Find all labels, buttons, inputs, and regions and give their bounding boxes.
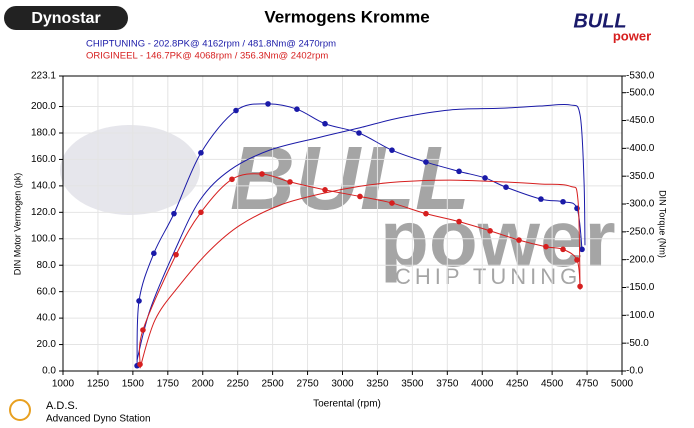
y-tick-label: 0.0 bbox=[42, 366, 56, 377]
data-point bbox=[574, 257, 580, 263]
x-tick-label: 1750 bbox=[157, 379, 180, 390]
chart-title: Vermogens Kromme bbox=[264, 7, 429, 26]
x-tick-label: 5000 bbox=[611, 379, 634, 390]
y2-tick-label: -250.0 bbox=[626, 226, 655, 237]
y2-tick-label: -500.0 bbox=[626, 87, 655, 98]
x-tick-label: 2250 bbox=[227, 379, 250, 390]
data-point bbox=[456, 168, 462, 175]
data-point bbox=[389, 147, 395, 153]
y-tick-label: 120.0 bbox=[31, 207, 56, 218]
y-tick-label: 20.0 bbox=[37, 339, 57, 350]
data-point bbox=[198, 150, 204, 156]
y-tick-label: 100.0 bbox=[31, 233, 56, 244]
data-point bbox=[229, 176, 235, 183]
dynostar-text: Dynostar bbox=[31, 10, 100, 27]
y-tick-label: 180.0 bbox=[31, 128, 56, 139]
bull-silhouette bbox=[60, 125, 200, 215]
data-point bbox=[423, 210, 429, 217]
x-tick-label: 3000 bbox=[331, 379, 354, 390]
ads-subtitle: Advanced Dyno Station bbox=[46, 414, 151, 425]
watermark: BULL power CHIP TUNING bbox=[60, 125, 616, 289]
data-point bbox=[136, 298, 142, 304]
x-tick-label: 2750 bbox=[296, 379, 319, 390]
y2-tick-label: -450.0 bbox=[626, 115, 655, 126]
data-point bbox=[456, 218, 462, 225]
x-tick-label: 2500 bbox=[262, 379, 285, 390]
y2-tick-label: -350.0 bbox=[626, 171, 655, 182]
x-tick-label: 4000 bbox=[471, 379, 494, 390]
series-line bbox=[136, 103, 586, 360]
data-point bbox=[560, 198, 566, 205]
ads-title: A.D.S. bbox=[46, 400, 78, 412]
plot-frame bbox=[62, 75, 623, 372]
data-point bbox=[357, 193, 363, 200]
ads-icon bbox=[9, 399, 31, 421]
data-point bbox=[294, 106, 300, 112]
y2-tick-label: -100.0 bbox=[626, 310, 655, 321]
data-point bbox=[233, 107, 239, 114]
x-tick-label: 2000 bbox=[192, 379, 215, 390]
y-tick-label: 160.0 bbox=[31, 154, 56, 165]
y-tick-label: 80.0 bbox=[37, 260, 57, 271]
x-tick-label: 1250 bbox=[87, 379, 110, 390]
data-point bbox=[151, 250, 157, 257]
y-tick-label: 140.0 bbox=[31, 181, 56, 192]
data-point bbox=[322, 187, 328, 193]
y-tick-label: 60.0 bbox=[37, 286, 57, 297]
data-point bbox=[173, 251, 179, 258]
data-point bbox=[423, 159, 429, 165]
data-point bbox=[503, 184, 509, 191]
x-axis-label: Toerental (rpm) bbox=[313, 399, 381, 410]
x-tick-label: 1000 bbox=[52, 379, 75, 390]
data-point bbox=[265, 101, 271, 107]
data-point bbox=[171, 210, 177, 217]
y-tick-label: 40.0 bbox=[37, 313, 57, 324]
dynostar-logo bbox=[4, 6, 128, 30]
power-logo: power bbox=[613, 28, 651, 43]
y-tick-label: 223.1 bbox=[31, 71, 56, 82]
y2-tick-label: -200.0 bbox=[626, 254, 655, 265]
x-tick-label: 4250 bbox=[506, 379, 529, 390]
data-point bbox=[482, 175, 488, 181]
legend-entry: ORIGINEEL - 146.7PK@ 4068rpm / 356.3Nm@ … bbox=[86, 51, 328, 62]
data-point bbox=[140, 327, 146, 333]
y2-tick-label: -150.0 bbox=[626, 282, 655, 293]
y2-tick-label: -0.0 bbox=[626, 366, 644, 377]
y2-axis-label: DIN Torque (Nm) bbox=[658, 190, 668, 258]
data-point bbox=[356, 130, 362, 136]
data-point bbox=[579, 246, 585, 253]
data-point bbox=[543, 243, 549, 250]
bull-logo: BULL bbox=[573, 10, 626, 32]
data-point bbox=[259, 171, 265, 177]
data-point bbox=[560, 246, 566, 253]
data-point bbox=[322, 120, 328, 127]
y2-tick-label: -530.0 bbox=[626, 71, 655, 82]
y2-tick-label: -400.0 bbox=[626, 143, 655, 154]
data-point bbox=[198, 209, 204, 216]
data-point bbox=[287, 179, 293, 185]
y2-tick-label: -50.0 bbox=[626, 338, 649, 349]
x-tick-label: 3500 bbox=[401, 379, 424, 390]
y2-tick-label: -300.0 bbox=[626, 199, 655, 210]
x-tick-label: 3750 bbox=[436, 379, 459, 390]
y-axis-label: DIN Motor Vermogen (pk) bbox=[12, 173, 22, 276]
data-point bbox=[538, 196, 544, 202]
x-tick-label: 3250 bbox=[366, 379, 389, 390]
data-point bbox=[487, 228, 493, 234]
data-point bbox=[389, 200, 395, 206]
data-point bbox=[516, 237, 522, 243]
x-tick-label: 4500 bbox=[541, 379, 564, 390]
x-tick-label: 1500 bbox=[122, 379, 145, 390]
x-tick-label: 4750 bbox=[576, 379, 599, 390]
watermark-text: CHIP TUNING bbox=[395, 264, 581, 289]
y-tick-label: 200.0 bbox=[31, 101, 56, 112]
legend-entry: CHIPTUNING - 202.8PK@ 4162rpm / 481.8Nm@… bbox=[86, 39, 336, 50]
series-line bbox=[139, 179, 581, 369]
